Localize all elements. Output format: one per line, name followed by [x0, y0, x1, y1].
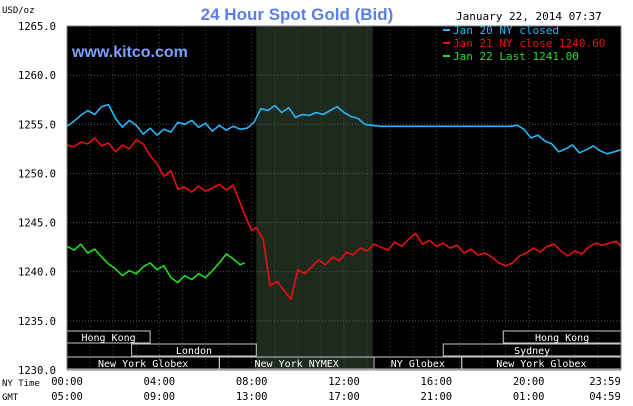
y-tick-label: 1260.0: [18, 70, 56, 82]
series-line: [66, 137, 622, 301]
y-axis-ticks: 1265.0 1260.0 1255.0 1250.0 1245.0 1240.0 1235…: [18, 21, 56, 377]
x-tick-label-ny: 16:00: [421, 376, 453, 388]
x-tick-label-gmt: 09:00: [144, 391, 176, 403]
series-line: [66, 243, 246, 284]
market-session-label: New York NYMEX: [255, 359, 339, 370]
x-tick-label-gmt: 21:00: [421, 391, 453, 403]
market-session-label: New York Globex: [496, 359, 586, 370]
x-tick-label-ny: 08:00: [236, 376, 268, 388]
y-tick-label: 1235.0: [18, 316, 56, 328]
y-tick-label: 1265.0: [18, 21, 56, 33]
market-session-box: [131, 343, 257, 357]
site-watermark: www.kitco.com: [71, 44, 188, 61]
x-tick-label-gmt: 13:00: [236, 391, 268, 403]
market-session-label: Sydney: [514, 346, 550, 357]
plot-border: [66, 25, 622, 371]
nymex-session-shade: [256, 26, 373, 370]
market-session-label: New York Globex: [98, 359, 188, 370]
date-stamp: January 22, 2014 07:37: [456, 10, 602, 23]
y-tick-label: 1255.0: [18, 119, 56, 131]
ny-time-label: NY Time: [2, 379, 40, 389]
market-session-label: Hong Kong: [81, 333, 135, 344]
series-lines: [66, 103, 622, 301]
y-tick-label: 1240.0: [18, 267, 56, 279]
market-session-label: Hong Kong: [535, 333, 589, 344]
series-line: [66, 103, 622, 155]
market-sessions: Hong Kong London New York Globex New York N…: [66, 330, 622, 370]
chart-title: 24 Hour Spot Gold (Bid): [201, 5, 394, 24]
market-session-label: London: [176, 346, 212, 357]
y-tick-label: 1250.0: [18, 168, 56, 180]
x-tick-label-ny: 04:00: [144, 376, 176, 388]
x-axis-ticks: 00:00 05:00 04:00 09:00 08:00 13:00 12:00 17:00…: [51, 376, 621, 403]
y-unit-label: USD/oz: [2, 6, 35, 16]
x-tick-label-ny: 23:59: [589, 376, 621, 388]
y-tick-label: 1245.0: [18, 218, 56, 230]
x-tick-label-gmt: 17:00: [328, 391, 360, 403]
x-tick-label-gmt: 01:00: [513, 391, 545, 403]
x-tick-label-ny: 20:00: [513, 376, 545, 388]
legend-entry: Jan 21 NY close 1240.60: [453, 37, 605, 50]
legend-entry: Jan 20 NY closed: [453, 24, 559, 37]
x-tick-label-ny: 00:00: [51, 376, 83, 388]
x-tick-label-gmt: 04:59: [589, 391, 621, 403]
legend-entry: Jan 22 Last 1241.00: [453, 50, 579, 63]
market-session-label: NY Globex: [391, 359, 445, 370]
x-tick-label-ny: 12:00: [328, 376, 360, 388]
x-tick-label-gmt: 05:00: [51, 391, 83, 403]
y-tick-label: 1230.0: [18, 365, 56, 377]
gmt-label: GMT: [2, 393, 19, 403]
